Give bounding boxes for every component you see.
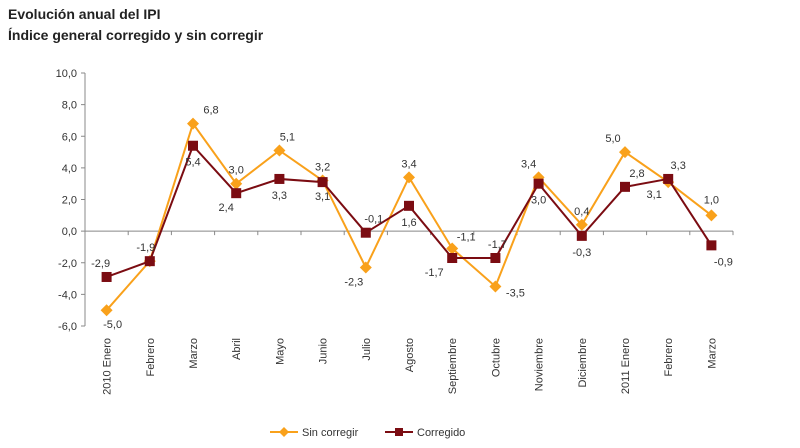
data-label: 3,3 [272,190,287,202]
y-tick-label: 6,0 [62,131,77,143]
data-point [705,209,718,222]
legend-label: Sin corregir [302,427,359,439]
data-point [317,177,328,188]
data-label: -1,1 [457,232,476,244]
data-point [447,253,458,264]
data-point [144,256,155,267]
x-tick-label: Noviembre [534,338,546,391]
y-tick-label: -4,0 [58,289,77,301]
data-label: 5,4 [185,157,200,169]
y-tick-label: -6,0 [58,321,77,333]
data-label: 3,1 [647,189,662,201]
data-point [230,177,243,190]
data-point [101,271,112,282]
y-tick-label: 10,0 [56,68,77,80]
x-tick-label: Febrero [145,338,157,377]
data-label: 5,1 [280,131,295,143]
data-label: -2,3 [344,276,363,288]
data-label: 1,6 [401,217,416,229]
data-label: 3,3 [671,160,686,172]
data-label: 2,8 [629,168,644,180]
data-point [576,230,587,241]
x-tick-label: Diciembre [577,338,589,388]
x-tick-label: Julio [361,338,373,361]
y-tick-label: 4,0 [62,163,77,175]
data-label: -2,9 [91,258,110,270]
data-point [575,218,588,231]
data-point [188,140,198,151]
data-label: 3,0 [531,195,546,207]
data-point [446,242,459,255]
data-label: 6,8 [203,105,218,117]
data-label: -0,1 [364,214,383,226]
x-tick-label: Junio [318,338,330,364]
data-point [619,146,631,159]
x-tick-label: 2011 Enero [620,338,632,394]
chart-subtitle: Índice general corregido y sin corregir [8,27,264,43]
y-tick-label: 8,0 [62,100,77,112]
data-label: 3,4 [401,158,416,170]
data-point [359,261,372,274]
data-point [490,253,501,264]
data-point [404,200,414,211]
x-tick-label: Septiembre [447,338,459,394]
x-tick-label: Agosto [404,338,416,372]
x-tick-label: Marzo [706,338,718,369]
data-point [706,240,717,251]
data-label: 2,4 [219,202,234,214]
y-tick-label: 2,0 [62,195,77,207]
data-label: 3,1 [315,191,330,203]
data-point [274,173,285,184]
y-tick-label: -2,0 [58,258,77,270]
legend-label: Corregido [417,427,465,439]
data-point [273,144,286,157]
data-label: -1,7 [425,267,444,279]
data-label: 3,0 [229,165,244,177]
data-label: 1,0 [704,194,719,206]
x-tick-label: Mayo [274,338,286,365]
x-tick-label: Marzo [188,338,200,369]
data-label: -0,9 [714,256,733,268]
data-point [489,280,502,293]
data-label: 3,4 [521,158,536,170]
data-point [620,181,630,192]
x-tick-label: Febrero [663,338,675,377]
data-label: -1,7 [488,239,507,251]
data-point [187,117,199,130]
x-tick-label: 2010 Enero [102,338,114,395]
data-point [100,304,113,317]
data-point [360,227,371,238]
data-label: -0,3 [572,247,591,259]
data-label: -5,0 [103,319,122,331]
chart-title: Evolución anual del IPI [8,6,161,22]
data-label: -1,9 [136,242,155,254]
data-point [403,171,415,184]
x-tick-label: Octubre [490,338,502,377]
data-point [231,188,242,199]
data-point [533,178,544,189]
legend-square-icon [395,428,403,436]
legend-diamond-icon [279,427,289,437]
data-label: 0,4 [574,206,589,218]
data-label: 3,2 [315,162,330,174]
data-label: -3,5 [506,287,525,299]
y-tick-label: 0,0 [62,226,77,238]
x-tick-label: Abril [231,338,243,360]
data-point [663,173,674,184]
data-label: 5,0 [605,133,620,145]
